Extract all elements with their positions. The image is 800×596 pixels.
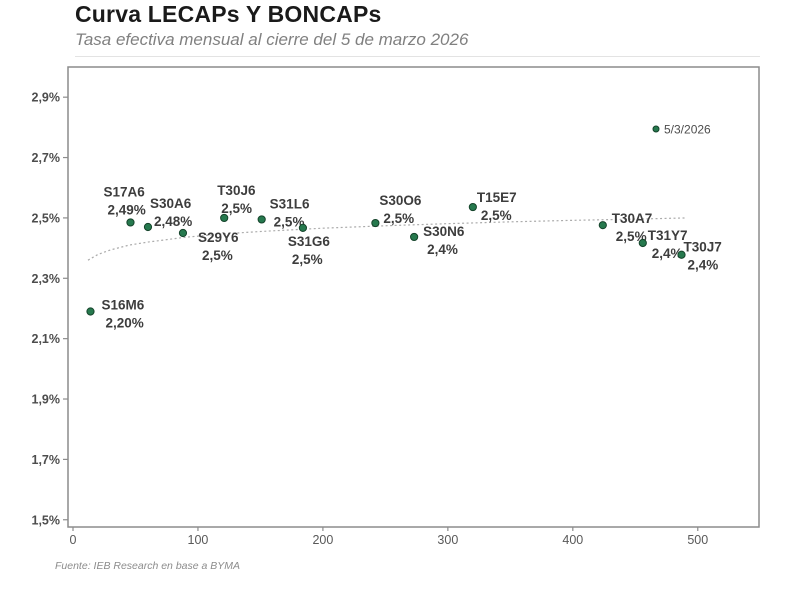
- y-tick-label: 1,9%: [32, 393, 61, 407]
- point-label-rate: 2,5%: [616, 229, 647, 244]
- point-label-rate: 2,5%: [383, 211, 414, 226]
- data-point-marker: [220, 213, 229, 223]
- trend-line: [87, 217, 687, 261]
- point-label-name: S30N6: [423, 224, 465, 239]
- point-label-rate: 2,5%: [274, 214, 305, 229]
- chart-title: Curva LECAPs Y BONCAPs: [75, 1, 382, 27]
- point-label-rate: 2,4%: [652, 246, 683, 261]
- data-point-marker: [410, 232, 419, 242]
- x-tick-label: 300: [437, 533, 458, 547]
- point-label-name: S29Y6: [198, 230, 239, 245]
- plot-border: [67, 66, 760, 528]
- point-label-name: S30A6: [150, 196, 192, 211]
- x-tick-label: 0: [70, 533, 77, 547]
- point-label-rate: 2,5%: [292, 252, 323, 267]
- point-label-rate: 2,5%: [202, 248, 233, 263]
- point-label-name: S30O6: [379, 193, 422, 208]
- data-point-marker: [468, 202, 477, 212]
- plot-area: 1,5% 1,7% 1,9% 2,1% 2,3% 2,5% 2,7% 2,9% 0 100 200 3…: [0, 60, 800, 556]
- y-tick-label: 2,7%: [32, 151, 61, 165]
- source-note: Fuente: IEB Research en base a BYMA: [55, 560, 241, 572]
- point-label-rate: 2,4%: [427, 242, 458, 257]
- y-tick-label: 2,3%: [32, 272, 61, 286]
- data-point-marker: [143, 222, 153, 232]
- point-label-rate: 2,5%: [221, 201, 252, 216]
- y-tick-label: 2,5%: [32, 211, 61, 225]
- y-tick-label: 1,7%: [32, 453, 61, 467]
- legend-marker: [652, 125, 660, 133]
- data-point-marker: [598, 221, 607, 230]
- x-tick-label: 400: [562, 533, 583, 547]
- point-label-name: S17A6: [103, 184, 145, 199]
- x-tick-label: 100: [188, 533, 209, 547]
- data-point-marker: [371, 218, 380, 228]
- x-tick-label: 500: [687, 533, 708, 547]
- data-point-marker: [178, 228, 188, 238]
- point-label-rate: 2,48%: [154, 214, 192, 229]
- x-tick-label: 200: [312, 533, 333, 547]
- data-point-marker: [638, 238, 647, 248]
- y-tick-label: 2,1%: [32, 332, 61, 346]
- point-label-name: S31G6: [288, 234, 331, 249]
- point-label-name: T15E7: [477, 190, 517, 205]
- chart-subtitle: Tasa efectiva mensual al cierre del 5 de…: [75, 30, 469, 50]
- data-point-marker: [86, 307, 95, 316]
- data-point-marker: [677, 250, 686, 259]
- point-label-rate: 2,20%: [105, 315, 143, 330]
- data-point-marker: [126, 218, 135, 227]
- y-tick-label: 1,5%: [32, 513, 61, 527]
- scatter-chart: 1,5% 1,7% 1,9% 2,1% 2,3% 2,5% 2,7% 2,9% 0 100 200 3…: [32, 66, 760, 547]
- point-label-rate: 2,49%: [107, 202, 145, 217]
- point-label-rate: 2,4%: [688, 258, 719, 273]
- chart-header: Curva LECAPs Y BONCAPs Tasa efectiva men…: [75, 1, 760, 58]
- point-label-name: T30J6: [217, 183, 256, 198]
- data-point-marker: [298, 223, 308, 232]
- point-label-rate: 2,5%: [481, 208, 512, 223]
- point-label-name: T30J7: [684, 240, 722, 255]
- y-tick-label: 2,9%: [32, 91, 61, 105]
- data-point-marker: [257, 215, 266, 224]
- legend-label: 5/3/2026: [664, 123, 711, 137]
- point-label-name: S16M6: [101, 297, 144, 312]
- point-label-name: T30A7: [612, 211, 653, 226]
- point-label-name: S31L6: [270, 196, 310, 211]
- point-label-name: T31Y7: [648, 228, 688, 243]
